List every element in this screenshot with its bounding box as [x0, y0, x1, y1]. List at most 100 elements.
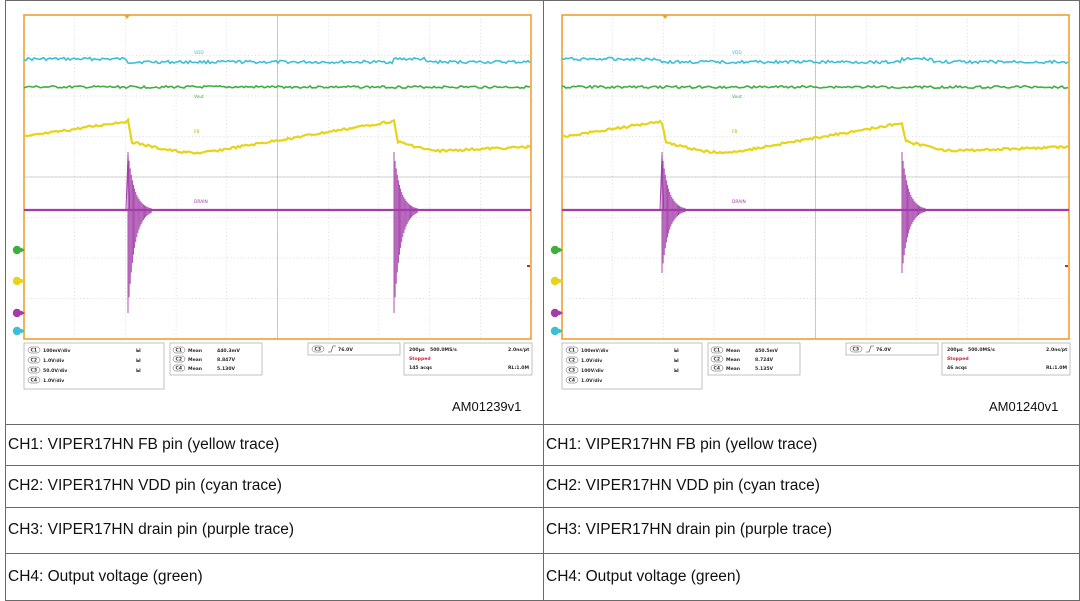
channel-scale: 100V/div: [581, 368, 604, 374]
sample-rate: 500.0MS/s: [968, 347, 995, 353]
channel-tag: C1: [569, 347, 576, 353]
reference-marker: [527, 265, 530, 267]
measure-name: Mean: [726, 348, 740, 354]
record-length: RL:1.0M: [1046, 365, 1067, 371]
vout-trace: [561, 84, 1069, 90]
channel-tag: C3: [31, 367, 38, 373]
caption-ch4-left: CH4: Output voltage (green): [8, 568, 203, 585]
acquisition-count: 145 acqs: [409, 365, 432, 371]
drain-spike: [125, 154, 131, 211]
caption-ch3-left: CH3: VIPER17HN drain pin (purple trace): [8, 521, 295, 538]
ch4-ground-marker: [12, 245, 22, 255]
measurements-box: [169, 342, 263, 376]
bandwidth-icon: Ы: [674, 368, 679, 374]
ch1-ground-marker: [550, 276, 560, 286]
vdd-trace-label: VDD: [732, 50, 742, 56]
acquisition-status: Stopped: [409, 356, 431, 362]
measure-tag-box: [710, 364, 724, 372]
fb-trace-label: FB: [732, 129, 738, 135]
ch2-ground-marker: [12, 326, 22, 336]
vout-trace-label: Vout: [732, 94, 742, 100]
channel-scale: 1.0V/div: [581, 378, 602, 384]
measure-name: Mean: [726, 366, 740, 372]
acquisition-box: [403, 342, 533, 376]
caption-ch2-right: CH2: VIPER17HN VDD pin (cyan trace): [546, 477, 820, 494]
trigger-level: 76.0V: [338, 347, 353, 353]
ch3-ground-marker-arrow: [559, 310, 563, 316]
scope-plot-2: VDD Vout FB DRAIN C1 100mV/div Ы C2 1.0V/div Ы C3 1…: [550, 14, 1071, 390]
ch1-ground-marker: [12, 276, 22, 286]
measure-name: Mean: [188, 357, 202, 363]
sample-rate: 500.0MS/s: [430, 347, 457, 353]
channel-tag: C3: [569, 367, 576, 373]
rising-edge-icon: [328, 345, 336, 353]
channel-tag-box: [27, 356, 41, 364]
ch1-ground-marker-arrow: [559, 278, 563, 284]
channel-scale: 100mV/div: [43, 348, 70, 354]
channel-tag-box: [565, 376, 579, 384]
reference-marker: [1065, 265, 1068, 267]
measure-value: 5.135V: [755, 366, 774, 372]
ch4-ground-marker-arrow: [559, 247, 563, 253]
bandwidth-icon: Ы: [136, 348, 141, 354]
measure-value: 440.3mV: [217, 348, 240, 354]
drain-trace-label: DRAIN: [732, 199, 746, 205]
channel-tag-box: [565, 366, 579, 374]
drain-spike: [659, 154, 665, 211]
resolution: 2.0ns/pt: [1046, 347, 1068, 353]
measure-tag-box: [172, 364, 186, 372]
measure-tag: C4: [176, 365, 183, 371]
ch4-ground-marker: [550, 245, 560, 255]
measure-name: Mean: [188, 348, 202, 354]
vdd-trace: [23, 56, 531, 65]
trigger-position-marker: [662, 15, 668, 19]
measure-tag: C4: [714, 365, 721, 371]
table-row-divider: [5, 424, 1080, 425]
acquisition-status: Stopped: [947, 356, 969, 362]
channel-tag: C4: [31, 377, 38, 383]
channel-scales-box: [23, 342, 165, 390]
measure-value: 5.130V: [217, 366, 236, 372]
resolution: 2.0ns/pt: [508, 347, 530, 353]
trigger-tag-box: [311, 345, 325, 353]
status-panel: C1 100mV/div Ы C2 1.0V/div Ы C3 100V/div Ы C4 1.0V…: [561, 342, 1071, 390]
trigger-tag: C3: [315, 346, 322, 352]
table-row-divider: [5, 465, 1080, 466]
caption-ch3-right: CH3: VIPER17HN drain pin (purple trace): [546, 521, 833, 538]
drain-ringing-burst: [393, 152, 418, 313]
caption-ch1-right: CH1: VIPER17HN FB pin (yellow trace): [546, 436, 818, 453]
measure-name: Mean: [726, 357, 740, 363]
measure-tag: C2: [714, 356, 721, 362]
table-row-divider: [5, 507, 1080, 508]
measure-tag-box: [710, 355, 724, 363]
figure-id-2: AM01240v1: [989, 399, 1059, 414]
ch3-ground-marker-arrow: [21, 310, 25, 316]
bandwidth-icon: Ы: [674, 348, 679, 354]
channel-tag: C2: [569, 357, 576, 363]
measure-value: 8.724V: [755, 357, 774, 363]
trigger-box: [845, 342, 939, 356]
timebase: 200µs: [409, 347, 425, 353]
bandwidth-icon: Ы: [674, 358, 679, 364]
measure-tag: C1: [714, 347, 721, 353]
measure-name: Mean: [188, 366, 202, 372]
vout-trace: [23, 84, 531, 90]
channel-scale: 1.0V/div: [43, 358, 64, 364]
record-length: RL:1.0M: [508, 365, 529, 371]
vdd-trace: [561, 56, 1069, 65]
channel-scale: 50.0V/div: [43, 368, 67, 374]
acquisition-count: 46 acqs: [947, 365, 967, 371]
fb-trace: [23, 117, 531, 155]
ch4-ground-marker-arrow: [21, 247, 25, 253]
trigger-level: 76.0V: [876, 347, 891, 353]
vdd-trace-label: VDD: [194, 50, 204, 56]
channel-scale: 1.0V/div: [43, 378, 64, 384]
status-panel: C1 100mV/div Ы C2 1.0V/div Ы C3 50.0V/div Ы C4 1.0…: [23, 342, 533, 390]
bandwidth-icon: Ы: [136, 358, 141, 364]
measure-value: 450.5mV: [755, 348, 778, 354]
timebase: 200µs: [947, 347, 963, 353]
measure-tag: C2: [176, 356, 183, 362]
rising-edge-icon: [866, 345, 874, 353]
oscilloscope-screenshot-2: VDD Vout FB DRAIN C1 100mV/div Ы C2 1.0V/div Ы C3 1…: [550, 13, 1074, 401]
